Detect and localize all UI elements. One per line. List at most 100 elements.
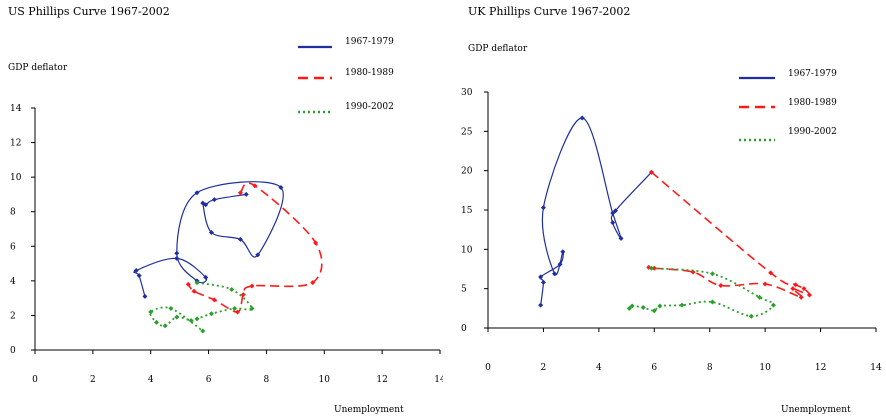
data-point xyxy=(174,314,180,320)
data-point xyxy=(579,115,585,121)
data-point xyxy=(552,271,558,277)
series-line-1980-1989 xyxy=(648,171,811,299)
data-point xyxy=(798,294,804,300)
axes-group: 0 2 4 6 8 10 12 14 0 5 10 15 20 25 30 xyxy=(461,88,882,373)
x-tick-label: 0 xyxy=(32,375,38,385)
data-point xyxy=(540,279,546,285)
uk-chart-svg: UK Phillips Curve 1967-2002 GDP deflator… xyxy=(461,5,882,415)
data-point xyxy=(793,282,799,288)
data-point xyxy=(185,281,191,287)
data-point xyxy=(538,302,544,308)
y-tick-label: 0 xyxy=(10,346,16,356)
data-point xyxy=(709,299,715,305)
data-point xyxy=(649,265,655,271)
y-tick-label: 4 xyxy=(10,277,16,287)
data-point xyxy=(240,292,246,298)
legend-label: 1990-2002 xyxy=(788,127,837,137)
data-point xyxy=(629,303,635,309)
plot-area xyxy=(133,181,323,334)
data-point xyxy=(690,269,696,275)
data-point xyxy=(148,309,154,315)
data-point xyxy=(154,319,159,325)
data-point xyxy=(249,306,255,312)
data-point xyxy=(612,208,618,214)
data-point xyxy=(237,236,243,242)
x-tick-label: 12 xyxy=(815,363,826,373)
data-point xyxy=(757,294,763,300)
data-point xyxy=(191,288,197,294)
legend-label: 1967-1979 xyxy=(345,37,394,47)
data-point xyxy=(770,302,776,308)
data-point xyxy=(133,267,139,273)
y-tick-label: 10 xyxy=(10,173,22,183)
data-point xyxy=(640,305,646,311)
y-tick-label: 10 xyxy=(461,245,473,255)
data-point xyxy=(718,283,724,289)
y-tick-label: 15 xyxy=(461,206,473,216)
data-point xyxy=(232,306,238,312)
y-tick-label: 8 xyxy=(10,208,16,218)
x-tick-label: 4 xyxy=(148,375,154,385)
legend-label: 1980-1989 xyxy=(345,68,394,78)
data-point xyxy=(709,271,715,277)
data-point xyxy=(229,287,235,292)
x-tick-label: 6 xyxy=(206,375,212,385)
data-point xyxy=(237,190,243,196)
x-tick-label: 14 xyxy=(870,363,882,373)
data-point xyxy=(168,306,174,312)
data-point xyxy=(162,323,168,329)
data-point xyxy=(252,183,258,189)
data-point xyxy=(278,185,284,191)
data-point xyxy=(203,274,209,280)
data-point xyxy=(208,229,214,235)
series-line-1967-1979 xyxy=(133,181,284,297)
legend-label: 1990-2002 xyxy=(345,102,394,112)
axes-group: 0 2 4 6 8 10 12 14 0 2 4 6 8 10 12 14 xyxy=(10,104,443,385)
legend: 1967-1979 1980-1989 1990-2002 xyxy=(739,69,837,142)
data-point xyxy=(768,270,774,276)
data-point xyxy=(610,210,616,216)
data-point xyxy=(657,303,663,309)
data-point xyxy=(208,311,214,317)
y-tick-label: 0 xyxy=(461,324,467,334)
data-point xyxy=(136,273,142,279)
data-point xyxy=(610,220,616,226)
data-point xyxy=(651,265,657,271)
x-tick-label: 4 xyxy=(596,363,602,373)
data-point xyxy=(540,205,546,211)
plot-area xyxy=(538,115,812,319)
data-point xyxy=(806,292,812,298)
data-point xyxy=(626,305,632,311)
y-tick-label: 25 xyxy=(461,127,473,137)
x-axis-label: Unemployment xyxy=(334,405,404,415)
x-tick-label: 2 xyxy=(541,363,547,373)
data-point xyxy=(249,283,255,289)
x-tick-label: 6 xyxy=(651,363,657,373)
y-tick-label: 5 xyxy=(461,285,467,295)
data-point xyxy=(194,316,200,322)
legend: 1967-1979 1980-1989 1990-2002 xyxy=(298,37,394,114)
x-tick-label: 14 xyxy=(434,375,443,385)
y-tick-label: 14 xyxy=(10,104,22,114)
data-point xyxy=(618,235,624,241)
data-point xyxy=(313,240,319,246)
x-tick-label: 8 xyxy=(264,375,270,385)
data-point xyxy=(194,280,200,286)
y-tick-label: 20 xyxy=(461,167,473,177)
data-point xyxy=(188,318,194,324)
data-point xyxy=(748,313,754,319)
data-point xyxy=(538,274,544,280)
data-point xyxy=(801,286,807,292)
data-point xyxy=(557,261,563,267)
y-axis-label: GDP deflator xyxy=(468,44,528,54)
legend-label: 1967-1979 xyxy=(788,69,837,79)
x-tick-label: 10 xyxy=(759,363,771,373)
data-point xyxy=(211,297,217,303)
data-point xyxy=(310,280,316,286)
uk-phillips-chart: UK Phillips Curve 1967-2002 GDP deflator… xyxy=(443,0,886,418)
y-tick-label: 6 xyxy=(10,242,16,252)
data-point xyxy=(651,308,657,314)
us-chart-svg: US Phillips Curve 1967-2002 GDP deflator… xyxy=(8,5,443,415)
data-point xyxy=(211,197,217,203)
y-tick-label: 2 xyxy=(10,311,16,321)
